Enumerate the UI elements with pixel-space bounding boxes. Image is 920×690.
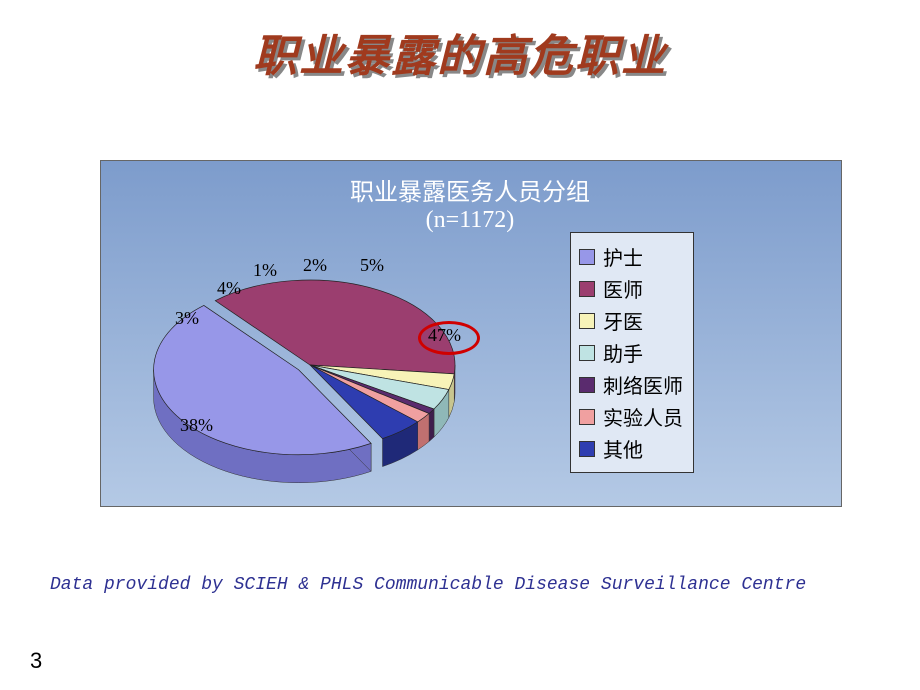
legend-row: 助手	[579, 338, 683, 367]
highlight-ring	[418, 321, 480, 355]
legend-swatch	[579, 441, 595, 457]
legend-swatch	[579, 345, 595, 361]
page-number: 3	[30, 648, 42, 674]
legend-swatch	[579, 377, 595, 393]
pct-label: 38%	[180, 415, 213, 436]
legend-label: 助手	[603, 338, 643, 367]
legend-swatch	[579, 249, 595, 265]
pct-label: 3%	[175, 308, 199, 329]
legend-swatch	[579, 281, 595, 297]
pct-label: 4%	[217, 278, 241, 299]
legend: 护士医师牙医助手刺络医师实验人员其他	[570, 232, 694, 473]
pie-slice-side	[429, 409, 434, 441]
legend-row: 牙医	[579, 306, 683, 335]
footer-citation: Data provided by SCIEH & PHLS Communicab…	[50, 575, 806, 595]
legend-label: 刺络医师	[603, 370, 683, 399]
legend-swatch	[579, 409, 595, 425]
legend-row: 刺络医师	[579, 370, 683, 399]
legend-row: 实验人员	[579, 402, 683, 431]
legend-swatch	[579, 313, 595, 329]
legend-row: 其他	[579, 434, 683, 463]
legend-label: 护士	[603, 242, 643, 271]
pct-label: 2%	[303, 255, 327, 276]
legend-row: 医师	[579, 274, 683, 303]
legend-label: 医师	[603, 274, 643, 303]
pct-label: 1%	[253, 260, 277, 281]
legend-label: 实验人员	[603, 402, 683, 431]
legend-label: 牙医	[603, 306, 643, 335]
legend-label: 其他	[603, 434, 643, 463]
legend-row: 护士	[579, 242, 683, 271]
pct-label: 5%	[360, 255, 384, 276]
